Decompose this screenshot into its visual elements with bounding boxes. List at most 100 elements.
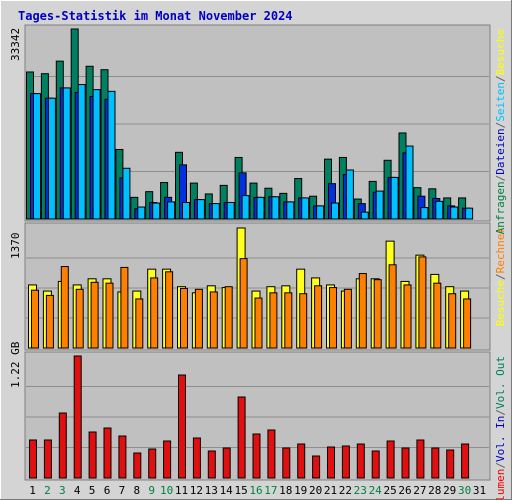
bar-rechner-day-10	[165, 271, 174, 349]
bar-rechner-day-15	[239, 258, 248, 349]
bar-rechner-day-18	[284, 292, 293, 349]
x-tick-label-day-29: 29	[443, 484, 456, 497]
bar-rechner-day-13	[209, 291, 218, 349]
bar-volumen-day-8	[133, 452, 142, 479]
bar-rechner-day-20	[314, 285, 323, 349]
x-tick-label-day-9: 9	[148, 484, 155, 497]
chart-title: Tages-Statistik im Monat November 2024	[18, 9, 293, 23]
bar-seiten-day-12	[196, 199, 205, 220]
bar-seiten-day-30	[465, 207, 474, 220]
side-legend-part-bottom-2: Vol. In	[494, 416, 507, 462]
bar-seiten-day-3	[62, 87, 71, 220]
x-tick-label-day-21: 21	[324, 484, 337, 497]
bar-volumen-day-2	[43, 439, 52, 479]
bar-volumen-day-19	[297, 443, 306, 479]
side-legend-part-top-1: /	[494, 175, 507, 182]
x-tick-label-day-30: 30	[458, 484, 471, 497]
bar-rechner-day-5	[90, 281, 99, 349]
bar-rechner-day-21	[329, 287, 337, 349]
bar-seiten-day-23	[360, 211, 369, 220]
bar-volumen-day-20	[312, 455, 321, 479]
x-tick-label-day-1: 1	[29, 484, 36, 497]
side-legend-part-top-3: /	[494, 122, 507, 129]
bar-seiten-day-19	[301, 197, 310, 220]
side-legend-part-bottom-1: /	[494, 462, 507, 469]
x-tick-label-day-11: 11	[175, 484, 188, 497]
bar-seiten-day-17	[271, 196, 280, 220]
bar-volumen-day-22	[341, 445, 350, 479]
x-tick-label-day-17: 17	[264, 484, 277, 497]
bar-seiten-day-13	[211, 203, 220, 220]
panel-top	[24, 24, 491, 222]
bar-rechner-day-29	[448, 293, 457, 349]
bar-volumen-day-9	[148, 448, 157, 479]
bar-rechner-day-11	[180, 287, 188, 349]
bar-rechner-day-3	[60, 266, 69, 349]
x-tick-label-day-6: 6	[104, 484, 111, 497]
side-legend-part-top-0: Anfragen	[494, 181, 507, 234]
bar-seiten-day-14	[226, 201, 235, 220]
bar-rechner-day-1	[31, 289, 39, 349]
x-tick-label-day-2: 2	[44, 484, 51, 497]
bar-rechner-day-14	[224, 286, 233, 349]
bar-seiten-day-22	[345, 169, 354, 220]
x-tick-label-day-12: 12	[190, 484, 203, 497]
x-tick-label-day-3: 3	[59, 484, 66, 497]
bar-rechner-day-4	[75, 288, 84, 349]
bar-volumen-day-24	[371, 450, 380, 479]
bar-volumen-day-14	[222, 447, 231, 479]
side-legend-part-top-6: Besuche	[494, 29, 507, 75]
bar-seiten-day-28	[435, 200, 444, 220]
side-legend-part-bottom-4: Vol. Out	[494, 356, 507, 409]
bar-seiten-day-8	[137, 206, 146, 220]
bar-seiten-day-10	[167, 201, 176, 220]
bar-volumen-day-6	[103, 427, 112, 479]
x-tick-label-day-27: 27	[413, 484, 426, 497]
bar-volumen-day-15	[237, 396, 246, 479]
bar-volumen-day-13	[207, 450, 216, 479]
x-tick-label-day-19: 19	[294, 484, 307, 497]
bar-volumen-day-10	[163, 440, 172, 479]
bar-seiten-day-16	[256, 196, 265, 220]
bar-volumen-day-17	[267, 429, 276, 479]
x-tick-label-day-26: 26	[398, 484, 411, 497]
chart-panels	[24, 24, 491, 481]
bar-seiten-day-1	[33, 93, 41, 220]
bar-volumen-day-5	[88, 431, 97, 479]
y-max-label-top: 33342	[9, 28, 22, 61]
bar-rechner-day-24	[373, 279, 382, 349]
x-tick-label-day-25: 25	[383, 484, 396, 497]
bar-rechner-day-26	[403, 284, 412, 349]
side-legend-part-bottom-3: /	[494, 409, 507, 416]
bar-seiten-day-7	[122, 167, 131, 220]
x-tick-label-day-10: 10	[160, 484, 173, 497]
bar-volumen-day-21	[327, 446, 335, 479]
bar-seiten-day-11	[182, 201, 190, 220]
bar-rechner-day-6	[105, 282, 114, 349]
bar-seiten-day-21	[331, 202, 339, 220]
y-max-label-bottom: 1.22 GB	[9, 341, 22, 388]
x-tick-label-day-20: 20	[309, 484, 322, 497]
bar-seiten-day-26	[405, 145, 414, 220]
bar-rechner-day-8	[135, 298, 144, 349]
x-tick-label-day-5: 5	[89, 484, 96, 497]
bar-volumen-day-23	[356, 443, 365, 479]
y-max-label-middle: 1370	[9, 233, 22, 260]
bar-seiten-day-20	[316, 205, 325, 220]
side-legend-part-bottom-0: Volumen	[494, 469, 507, 500]
bar-volumen-day-27	[416, 439, 425, 479]
bar-volumen-day-18	[282, 447, 291, 479]
bar-volumen-day-25	[386, 440, 395, 479]
bar-volumen-day-1	[29, 439, 37, 479]
side-legend-middle: Besuche/Rechner	[494, 227, 507, 327]
bar-rechner-day-12	[194, 288, 203, 349]
side-legend-part-middle-2: Rechner	[494, 227, 507, 274]
panel-bottom	[24, 351, 491, 481]
bar-volumen-day-12	[192, 437, 201, 479]
bar-rechner-day-27	[418, 256, 427, 349]
bar-seiten-day-6	[107, 90, 116, 220]
bar-seiten-day-9	[152, 202, 161, 220]
bar-rechner-day-16	[254, 297, 263, 349]
bar-volumen-day-30	[461, 443, 470, 479]
